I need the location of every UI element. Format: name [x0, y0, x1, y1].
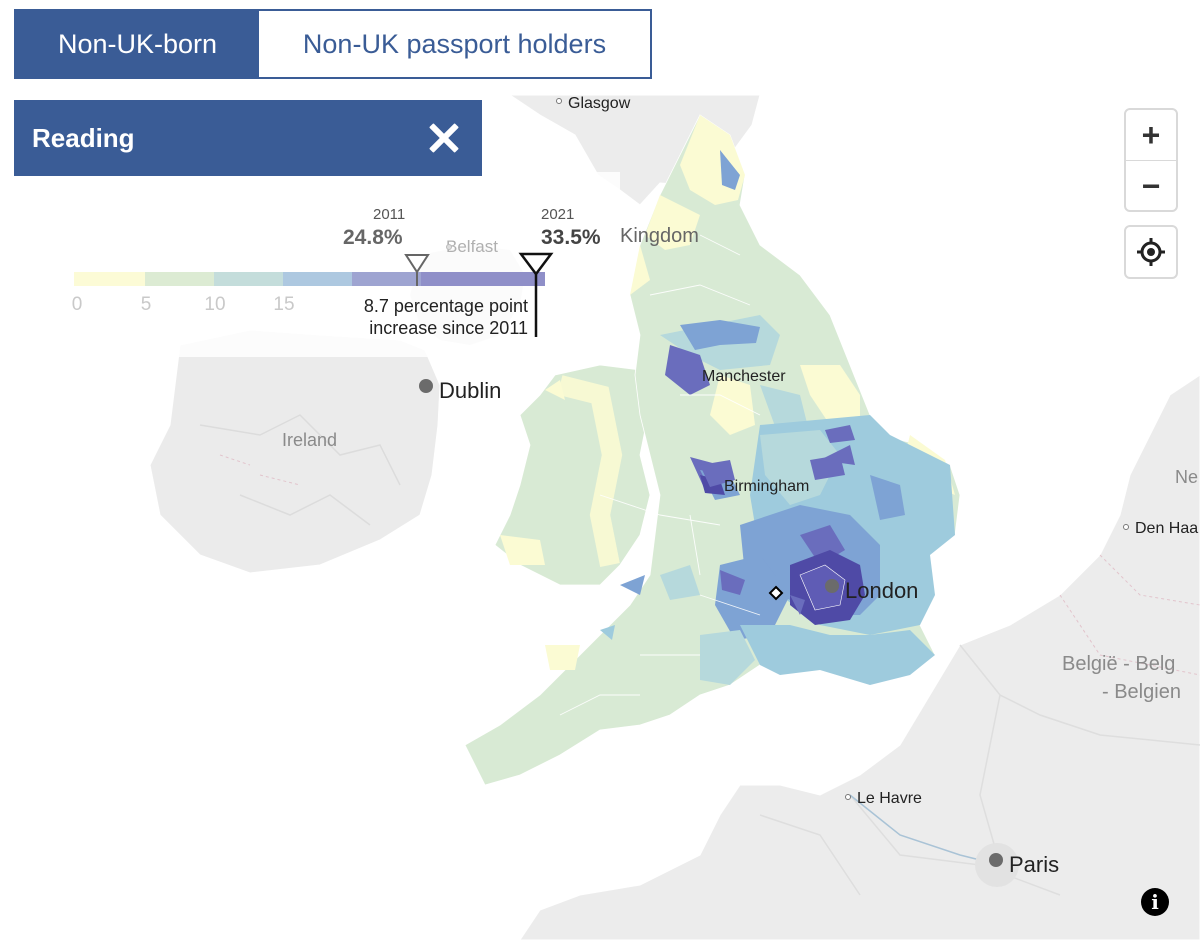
den-haag-dot [1123, 524, 1129, 530]
label-glasgow: Glasgow [568, 95, 631, 112]
label-den-haag: Den Haa [1135, 520, 1199, 537]
close-icon[interactable] [428, 122, 460, 154]
continent-land [519, 374, 1200, 940]
label-belfast: Belfast [446, 237, 498, 256]
legend-tick-5: 5 [140, 294, 152, 315]
paris-dot [989, 853, 1003, 867]
crosshair-icon [1137, 238, 1165, 266]
glasgow-dot [556, 98, 562, 104]
info-icon[interactable]: i [1141, 888, 1169, 916]
legend-swatch-4 [352, 272, 421, 286]
label-belgie-2: - Belgien [1102, 681, 1181, 703]
zoom-out-button[interactable]: − [1126, 160, 1176, 211]
label-birmingham: Birmingham [724, 478, 810, 495]
legend-swatch-5 [421, 272, 545, 286]
tab-non-uk-passport-holders[interactable]: Non-UK passport holders [259, 11, 650, 77]
label-paris: Paris [1009, 852, 1060, 877]
label-kingdom: Kingdom [620, 225, 699, 247]
tab-non-uk-born-label: Non-UK-born [57, 28, 218, 59]
legend: Belfast 0 5 10 15 2011 24.8% 2021 33.5% … [14, 172, 620, 357]
legend-swatch-1 [145, 272, 214, 286]
label-belgie-1: België - Belg [1062, 653, 1176, 675]
zoom-controls: + − [1124, 108, 1178, 212]
legend-tick-15: 15 [273, 294, 295, 315]
legend-swatch-2 [214, 272, 283, 286]
tab-non-uk-passport-label: Non-UK passport holders [302, 28, 607, 59]
legend-year-2021: 2021 [541, 206, 575, 223]
dublin-dot [419, 379, 433, 393]
label-london: London [845, 578, 919, 603]
label-ireland: Ireland [282, 430, 338, 450]
legend-markers [404, 252, 554, 337]
measure-tabs: Non-UK-born Non-UK passport holders [14, 9, 652, 79]
ireland-land [149, 329, 441, 574]
legend-swatch-3 [283, 272, 352, 286]
legend-swatch-0 [74, 272, 145, 286]
zoom-in-button[interactable]: + [1141, 116, 1161, 153]
label-ne: Ne [1175, 467, 1199, 487]
marker-2021 [518, 252, 554, 337]
legend-color-scale [74, 272, 545, 286]
legend-change-line2: increase since 2011 [369, 318, 528, 338]
tab-non-uk-born[interactable]: Non-UK-born [16, 11, 259, 77]
legend-tick-0: 0 [71, 294, 83, 315]
belfast-dot [446, 244, 452, 250]
label-dublin: Dublin [439, 378, 502, 403]
le-havre-dot [845, 794, 851, 800]
legend-change-line1: 8.7 percentage point [363, 296, 528, 316]
selected-area-header: Reading [14, 100, 482, 176]
label-manchester: Manchester [702, 368, 786, 385]
marker-2011 [404, 254, 430, 286]
legend-tick-10: 10 [204, 294, 226, 315]
legend-change-text: 8.7 percentage point increase since 2011 [364, 295, 528, 339]
label-le-havre: Le Havre [857, 790, 922, 807]
basemap [149, 95, 1200, 940]
selected-area-name: Reading [32, 122, 135, 153]
legend-year-2011: 2011 [373, 206, 406, 223]
reading-marker [768, 585, 784, 601]
legend-value-2021: 33.5% [541, 226, 601, 249]
legend-value-2011: 24.8% [343, 226, 403, 249]
london-dot [825, 579, 839, 593]
locate-button[interactable] [1124, 225, 1178, 279]
